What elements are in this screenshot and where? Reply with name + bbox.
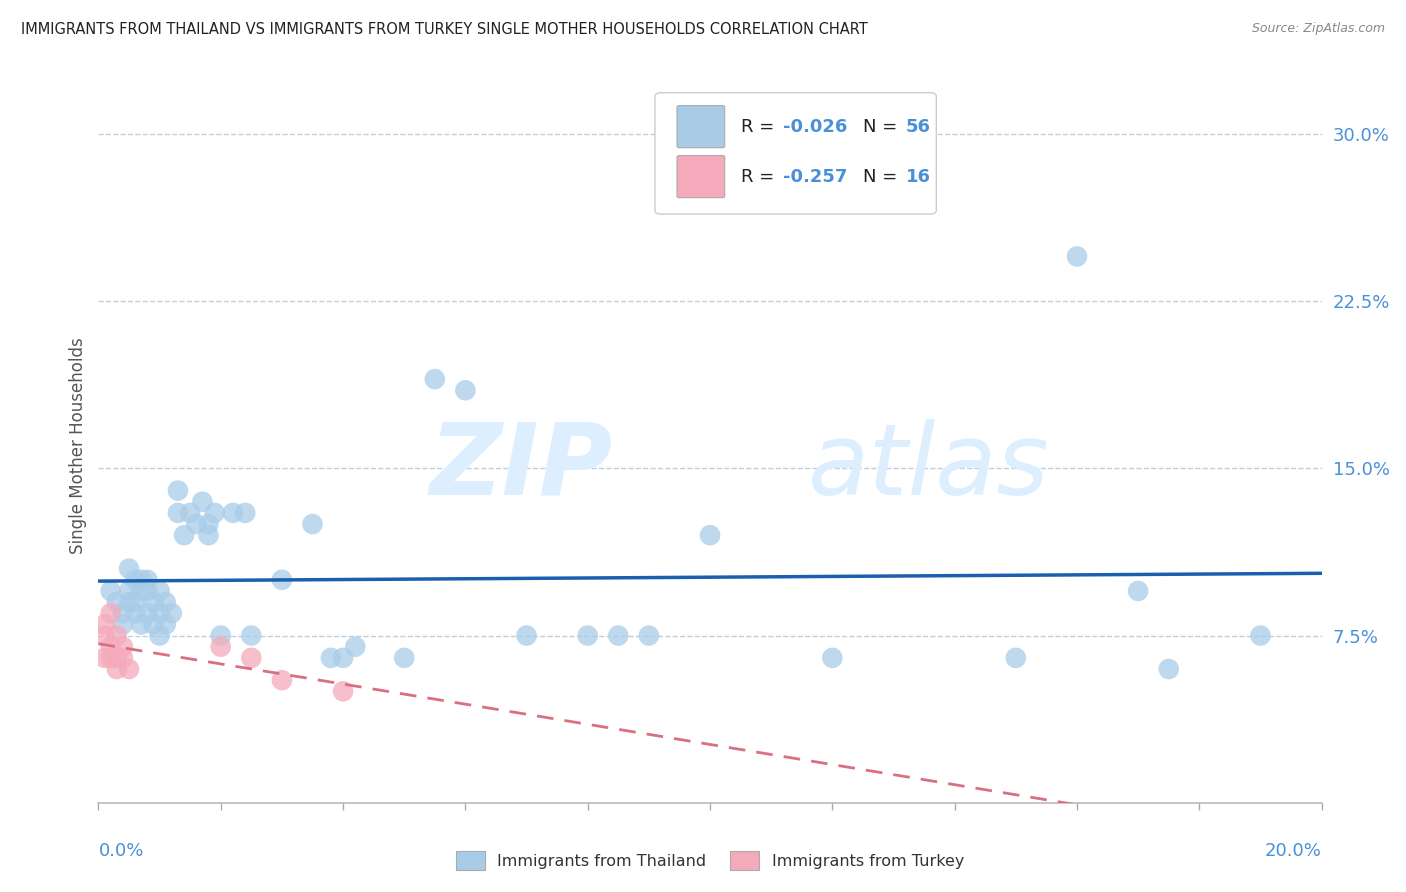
Point bbox=[240, 651, 263, 665]
Point bbox=[197, 517, 219, 532]
Text: N =: N = bbox=[863, 168, 903, 186]
Point bbox=[270, 573, 292, 587]
Point bbox=[118, 662, 141, 676]
FancyBboxPatch shape bbox=[678, 155, 724, 198]
Point bbox=[155, 595, 177, 609]
Point bbox=[332, 684, 354, 698]
Point bbox=[118, 562, 141, 576]
Point bbox=[136, 573, 159, 587]
Point bbox=[111, 607, 134, 621]
Point bbox=[576, 628, 599, 642]
Point bbox=[105, 651, 128, 665]
Text: R =: R = bbox=[741, 118, 779, 136]
Point bbox=[149, 583, 172, 598]
Point bbox=[344, 640, 367, 654]
Point bbox=[392, 651, 416, 665]
Text: 0.0%: 0.0% bbox=[98, 842, 143, 860]
Point bbox=[160, 607, 183, 621]
Point bbox=[1066, 249, 1088, 264]
Text: Source: ZipAtlas.com: Source: ZipAtlas.com bbox=[1251, 22, 1385, 36]
Point bbox=[129, 573, 152, 587]
FancyBboxPatch shape bbox=[655, 93, 936, 214]
Point bbox=[149, 628, 172, 642]
Point bbox=[155, 617, 177, 632]
Point bbox=[191, 494, 214, 508]
Text: IMMIGRANTS FROM THAILAND VS IMMIGRANTS FROM TURKEY SINGLE MOTHER HOUSEHOLDS CORR: IMMIGRANTS FROM THAILAND VS IMMIGRANTS F… bbox=[21, 22, 868, 37]
Point bbox=[105, 662, 128, 676]
Point bbox=[179, 506, 201, 520]
Point bbox=[136, 607, 159, 621]
Point bbox=[93, 651, 115, 665]
Point bbox=[124, 573, 146, 587]
Point bbox=[142, 595, 165, 609]
Point bbox=[423, 372, 446, 386]
Point bbox=[197, 528, 219, 542]
Point bbox=[105, 628, 128, 642]
Point bbox=[204, 506, 226, 520]
Text: 56: 56 bbox=[905, 118, 931, 136]
Point bbox=[332, 651, 354, 665]
Point bbox=[111, 617, 134, 632]
Point bbox=[100, 651, 122, 665]
Point bbox=[233, 506, 256, 520]
Point bbox=[1128, 583, 1150, 598]
Point bbox=[301, 517, 323, 532]
Point bbox=[93, 628, 115, 642]
Text: 16: 16 bbox=[905, 168, 931, 186]
Point bbox=[209, 640, 232, 654]
Text: -0.026: -0.026 bbox=[783, 118, 848, 136]
Point bbox=[118, 583, 141, 598]
Point bbox=[209, 628, 232, 642]
Y-axis label: Single Mother Households: Single Mother Households bbox=[69, 338, 87, 554]
Legend: Immigrants from Thailand, Immigrants from Turkey: Immigrants from Thailand, Immigrants fro… bbox=[450, 845, 970, 877]
Point bbox=[129, 583, 152, 598]
Point bbox=[105, 595, 128, 609]
Text: atlas: atlas bbox=[808, 419, 1049, 516]
Point bbox=[222, 506, 245, 520]
Point bbox=[1157, 662, 1180, 676]
Point bbox=[136, 583, 159, 598]
Point bbox=[821, 651, 844, 665]
Point bbox=[142, 617, 165, 632]
Point bbox=[240, 628, 263, 642]
Point bbox=[118, 595, 141, 609]
Point bbox=[149, 607, 172, 621]
Point bbox=[637, 628, 661, 642]
Point bbox=[124, 595, 146, 609]
Text: -0.257: -0.257 bbox=[783, 168, 848, 186]
FancyBboxPatch shape bbox=[678, 105, 724, 148]
Text: ZIP: ZIP bbox=[429, 419, 612, 516]
Point bbox=[100, 640, 122, 654]
Point bbox=[1004, 651, 1026, 665]
Text: N =: N = bbox=[863, 118, 903, 136]
Point bbox=[124, 607, 146, 621]
Point bbox=[167, 483, 190, 498]
Point bbox=[100, 583, 122, 598]
Point bbox=[93, 617, 115, 632]
Point bbox=[100, 607, 122, 621]
Point bbox=[516, 628, 538, 642]
Point bbox=[699, 528, 721, 542]
Point bbox=[454, 384, 477, 398]
Point bbox=[167, 506, 190, 520]
Text: R =: R = bbox=[741, 168, 779, 186]
Point bbox=[173, 528, 195, 542]
Point bbox=[111, 651, 134, 665]
Point bbox=[319, 651, 342, 665]
Text: 20.0%: 20.0% bbox=[1265, 842, 1322, 860]
Point bbox=[111, 640, 134, 654]
Point bbox=[186, 517, 208, 532]
Point bbox=[1249, 628, 1271, 642]
Point bbox=[270, 673, 292, 687]
Point bbox=[129, 617, 152, 632]
Point bbox=[607, 628, 630, 642]
